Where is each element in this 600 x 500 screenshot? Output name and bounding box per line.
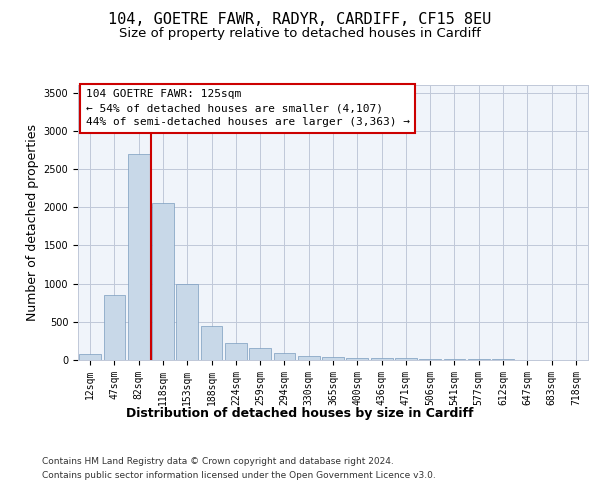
Bar — [274, 353, 295, 360]
Bar — [371, 358, 392, 360]
Bar — [322, 357, 344, 360]
Text: 104, GOETRE FAWR, RADYR, CARDIFF, CF15 8EU: 104, GOETRE FAWR, RADYR, CARDIFF, CF15 8… — [109, 12, 491, 28]
Text: 104 GOETRE FAWR: 125sqm
← 54% of detached houses are smaller (4,107)
44% of semi: 104 GOETRE FAWR: 125sqm ← 54% of detache… — [86, 89, 410, 127]
Bar — [443, 359, 466, 360]
Bar — [104, 295, 125, 360]
Bar — [346, 358, 368, 360]
Bar — [298, 356, 320, 360]
Bar — [152, 202, 174, 360]
Bar — [200, 326, 223, 360]
Bar — [79, 354, 101, 360]
Text: Contains public sector information licensed under the Open Government Licence v3: Contains public sector information licen… — [42, 471, 436, 480]
Bar — [128, 154, 149, 360]
Bar — [468, 359, 490, 360]
Bar — [419, 359, 441, 360]
Bar — [395, 358, 417, 360]
Text: Size of property relative to detached houses in Cardiff: Size of property relative to detached ho… — [119, 28, 481, 40]
Text: Contains HM Land Registry data © Crown copyright and database right 2024.: Contains HM Land Registry data © Crown c… — [42, 458, 394, 466]
Y-axis label: Number of detached properties: Number of detached properties — [26, 124, 40, 321]
Bar — [249, 348, 271, 360]
Text: Distribution of detached houses by size in Cardiff: Distribution of detached houses by size … — [126, 408, 474, 420]
Bar — [225, 343, 247, 360]
Bar — [176, 284, 198, 360]
